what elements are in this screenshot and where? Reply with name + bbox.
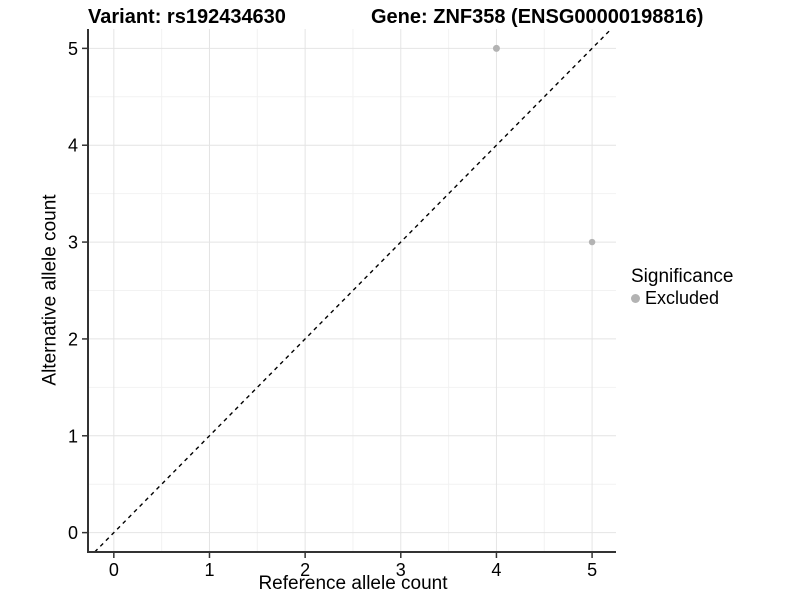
x-tick-label: 2 [300,560,310,580]
identity-line [94,28,612,553]
y-tick-label: 5 [68,39,78,59]
legend-entry-label: Excluded [645,288,720,308]
y-tick-label: 4 [68,136,78,156]
y-tick-label: 0 [68,523,78,543]
plot-title-variant: Variant: rs192434630 [88,6,286,28]
x-tick-label: 4 [491,560,501,580]
x-tick-label: 1 [204,560,214,580]
x-tick-label: 5 [587,560,597,580]
y-tick-label: 1 [68,426,78,446]
y-tick-label: 2 [68,329,78,349]
data-point [588,238,596,246]
legend-point-icon [631,294,640,303]
x-tick-label: 0 [109,560,119,580]
plot-title-gene: Gene: ZNF358 (ENSG00000198816) [371,6,704,28]
x-tick-label: 3 [396,560,406,580]
legend-entry-excluded: Excluded [631,288,733,309]
data-point [492,44,500,52]
y-tick-label: 3 [68,233,78,253]
x-axis-title: Reference allele count [258,573,448,594]
legend: Significance Excluded [631,266,733,309]
y-axis-title: Alternative allele count [39,194,61,386]
legend-title: Significance [631,266,734,287]
